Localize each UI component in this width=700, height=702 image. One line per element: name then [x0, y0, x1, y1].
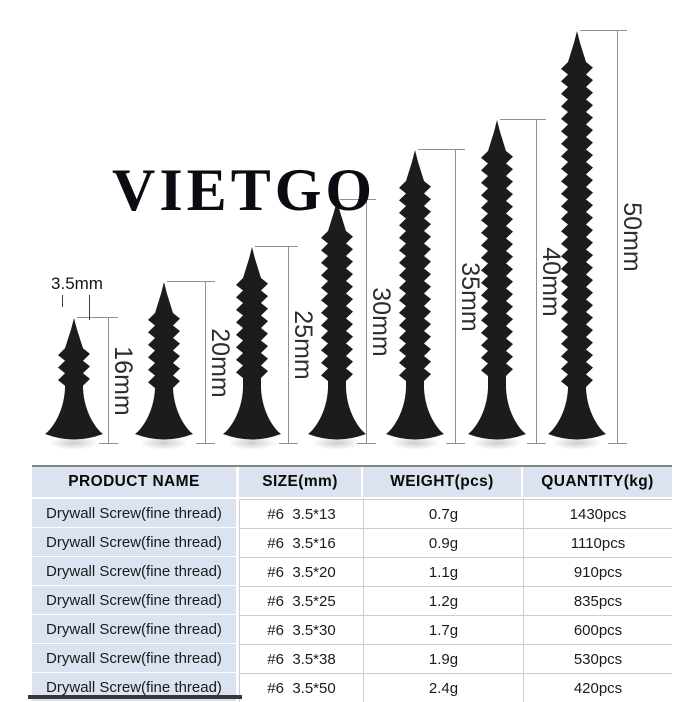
- diameter-tick-right: [89, 295, 90, 320]
- measurement-tick-top: [167, 281, 215, 282]
- screw-shadow: [464, 434, 530, 452]
- cell-size: #6 3.5*20: [239, 557, 363, 586]
- cell-weight: 1.9g: [363, 644, 523, 673]
- screw-shadow: [544, 434, 610, 452]
- measurement-tick-bottom: [608, 443, 627, 444]
- measurement-line-16mm: [108, 317, 109, 444]
- cell-weight: 0.7g: [363, 499, 523, 528]
- measurement-label: 16mm: [109, 345, 137, 416]
- measurement-label: 40mm: [537, 246, 565, 317]
- diameter-tick-left: [62, 295, 63, 307]
- measurement-label: 25mm: [289, 310, 317, 380]
- measurement-label: 50mm: [618, 202, 646, 272]
- screw-shadow: [304, 434, 370, 452]
- screw-icon-35mm: [386, 150, 444, 440]
- cell-weight: 2.4g: [363, 673, 523, 702]
- cell-weight: 1.2g: [363, 586, 523, 615]
- header-quantity: QUANTITY(kg): [523, 467, 672, 499]
- cell-product-name: Drywall Screw(fine thread): [32, 528, 239, 556]
- screw-icon-30mm: [308, 200, 366, 440]
- watermark-text: VIETGO: [112, 157, 377, 223]
- header-weight: WEIGHT(pcs): [363, 467, 523, 499]
- cell-weight: 1.7g: [363, 615, 523, 644]
- screw-icon-40mm: [468, 120, 526, 440]
- cell-quantity: 600pcs: [523, 615, 672, 644]
- cell-size: #6 3.5*16: [239, 528, 363, 557]
- cell-product-name: Drywall Screw(fine thread): [32, 499, 239, 527]
- screw-shadow: [219, 434, 285, 452]
- cell-weight: 0.9g: [363, 528, 523, 557]
- measurement-label: 20mm: [206, 327, 234, 398]
- measurement-tick-top: [418, 149, 465, 150]
- cell-quantity: 835pcs: [523, 586, 672, 615]
- screw-shadow: [131, 434, 197, 452]
- screw-icon-16mm: [45, 318, 103, 440]
- cell-weight: 1.1g: [363, 557, 523, 586]
- cell-quantity: 420pcs: [523, 673, 672, 702]
- measurement-tick-bottom: [196, 443, 215, 444]
- cell-size: #6 3.5*25: [239, 586, 363, 615]
- cell-size: #6 3.5*38: [239, 644, 363, 673]
- measurement-line-35mm: [455, 149, 456, 444]
- table-bottom-bar: [28, 695, 242, 699]
- cell-size: #6 3.5*30: [239, 615, 363, 644]
- spec-table: PRODUCT NAME SIZE(mm) WEIGHT(pcs) QUANTI…: [32, 465, 672, 702]
- table-top-border: [32, 465, 672, 467]
- cell-quantity: 1110pcs: [523, 528, 672, 557]
- cell-quantity: 530pcs: [523, 644, 672, 673]
- measurement-line-40mm: [536, 119, 537, 444]
- measurement-tick-top: [340, 199, 376, 200]
- measurement-tick-top: [500, 119, 546, 120]
- cell-product-name: Drywall Screw(fine thread): [32, 586, 239, 614]
- measurement-tick-bottom: [527, 443, 546, 444]
- measurement-tick-top: [255, 246, 298, 247]
- measurement-line-25mm: [288, 246, 289, 444]
- cell-quantity: 1430pcs: [523, 499, 672, 528]
- screw-icon-25mm: [223, 247, 281, 440]
- cell-product-name: Drywall Screw(fine thread): [32, 615, 239, 643]
- measurement-tick-bottom: [279, 443, 298, 444]
- measurement-label: 30mm: [367, 286, 395, 357]
- cell-size: #6 3.5*50: [239, 673, 363, 702]
- measurement-line-20mm: [205, 281, 206, 444]
- measurement-line-50mm: [617, 30, 618, 444]
- cell-quantity: 910pcs: [523, 557, 672, 586]
- header-product-name: PRODUCT NAME: [32, 467, 239, 499]
- measurement-tick-bottom: [357, 443, 376, 444]
- measurement-tick-bottom: [99, 443, 118, 444]
- diameter-label: 3.5mm: [51, 274, 103, 293]
- measurement-line-30mm: [366, 199, 367, 444]
- header-size: SIZE(mm): [239, 467, 363, 499]
- cell-size: #6 3.5*13: [239, 499, 363, 528]
- screw-shadow: [41, 434, 107, 452]
- cell-product-name: Drywall Screw(fine thread): [32, 644, 239, 672]
- cell-product-name: Drywall Screw(fine thread): [32, 557, 239, 585]
- measurement-label: 35mm: [456, 261, 484, 332]
- measurement-tick-top: [580, 30, 627, 31]
- measurement-tick-bottom: [446, 443, 465, 444]
- product-photo: 16mm 20mm 25mm 30mm 35mm 40mm 50mm 3.5mm VIETG…: [41, 30, 646, 452]
- screw-icon-50mm: [548, 31, 606, 440]
- measurement-tick-top: [77, 317, 118, 318]
- table-grid: PRODUCT NAME SIZE(mm) WEIGHT(pcs) QUANTI…: [32, 467, 672, 702]
- screw-icon-20mm: [135, 282, 193, 440]
- screw-shadow: [382, 434, 448, 452]
